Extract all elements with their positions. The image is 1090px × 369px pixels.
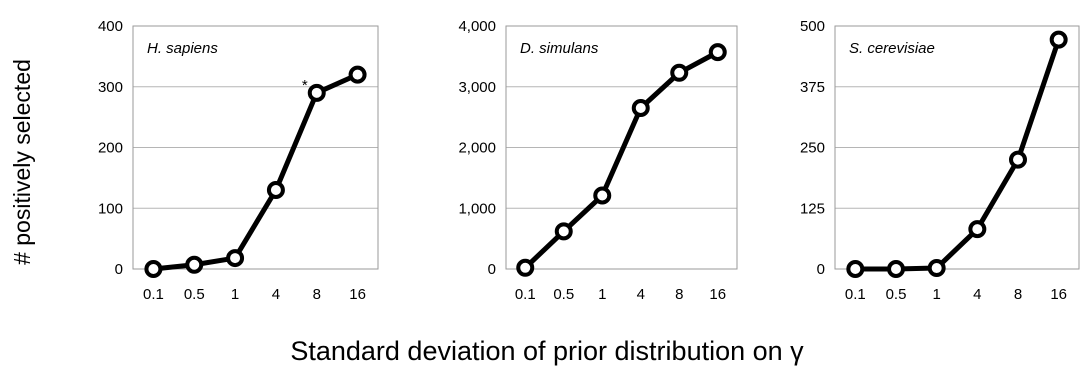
data-point — [1009, 150, 1027, 169]
panel-title: S. cerevisiae — [849, 40, 935, 57]
data-point — [348, 65, 367, 84]
data-point — [631, 99, 650, 118]
series-line — [523, 49, 719, 270]
data-point — [554, 222, 573, 241]
data-point — [968, 220, 987, 239]
data-point — [708, 43, 727, 62]
annotation-asterisk: * — [302, 77, 308, 94]
y-tick-label: 3,000 — [458, 79, 496, 96]
plot-frame — [505, 25, 738, 270]
data-point — [144, 260, 163, 278]
x-tick-label: 0.5 — [553, 286, 574, 303]
y-tick-label: 125 — [800, 200, 825, 217]
data-point — [226, 249, 245, 268]
data-point — [670, 63, 689, 82]
x-tick-label: 0.1 — [845, 286, 866, 303]
x-tick-label: 8 — [675, 286, 683, 303]
y-tick-label: 375 — [800, 79, 825, 96]
x-tick-label: 8 — [1014, 286, 1022, 303]
x-tick-label: 16 — [709, 286, 726, 303]
y-tick-label: 400 — [98, 18, 123, 35]
chart-panel-3: 0 125 250 375 500 0.1 0.5 1 4 8 16 S. cerevisiae — [800, 18, 1080, 303]
x-tick-label: 4 — [637, 286, 645, 303]
data-point — [185, 255, 204, 274]
y-tick-label: 0 — [488, 261, 496, 278]
chart-panels: 0 100 200 300 400 0.1 0.5 1 4 8 16 H. sapiens * 0 1,00… — [98, 18, 1080, 303]
chart-panel-1: 0 100 200 300 400 0.1 0.5 1 4 8 16 H. sapiens * — [98, 18, 379, 303]
x-tick-label: 8 — [313, 286, 321, 303]
panel-title: D. simulans — [520, 40, 599, 57]
y-tick-label: 1,000 — [458, 200, 496, 217]
series-line — [855, 38, 1062, 272]
x-tick-label: 1 — [932, 286, 940, 303]
data-point — [266, 181, 285, 200]
data-point — [307, 83, 326, 102]
y-axis-title: # positively selected — [9, 59, 35, 265]
x-tick-label: 16 — [1050, 286, 1067, 303]
data-point — [516, 258, 535, 277]
chart-panel-2: 0 1,000 2,000 3,000 4,000 0.1 0.5 1 4 8 16 D. simul… — [458, 18, 738, 303]
y-tick-label: 500 — [800, 18, 825, 35]
x-tick-label: 4 — [973, 286, 981, 303]
data-point — [846, 260, 865, 278]
x-tick-label: 1 — [231, 286, 239, 303]
x-tick-label: 16 — [349, 286, 366, 303]
y-tick-label: 100 — [98, 200, 123, 217]
y-tick-label: 200 — [98, 140, 123, 157]
plot-frame — [834, 25, 1080, 270]
x-tick-label: 0.1 — [515, 286, 536, 303]
x-axis-title: Standard deviation of prior distribution… — [290, 336, 804, 366]
y-tick-label: 2,000 — [458, 140, 496, 157]
x-tick-label: 4 — [272, 286, 280, 303]
data-point — [1049, 30, 1068, 49]
x-tick-label: 0.5 — [886, 286, 907, 303]
panel-title: H. sapiens — [147, 40, 218, 57]
data-point — [593, 186, 612, 205]
y-tick-label: 250 — [800, 140, 825, 157]
series-line — [153, 72, 359, 272]
y-tick-label: 300 — [98, 79, 123, 96]
y-tick-label: 4,000 — [458, 18, 496, 35]
y-tick-label: 0 — [817, 261, 825, 278]
x-tick-label: 1 — [598, 286, 606, 303]
y-tick-label: 0 — [115, 261, 123, 278]
x-tick-label: 0.5 — [184, 286, 205, 303]
data-point — [887, 260, 905, 278]
x-tick-label: 0.1 — [143, 286, 164, 303]
plot-frame — [132, 25, 379, 270]
data-point — [927, 259, 946, 278]
